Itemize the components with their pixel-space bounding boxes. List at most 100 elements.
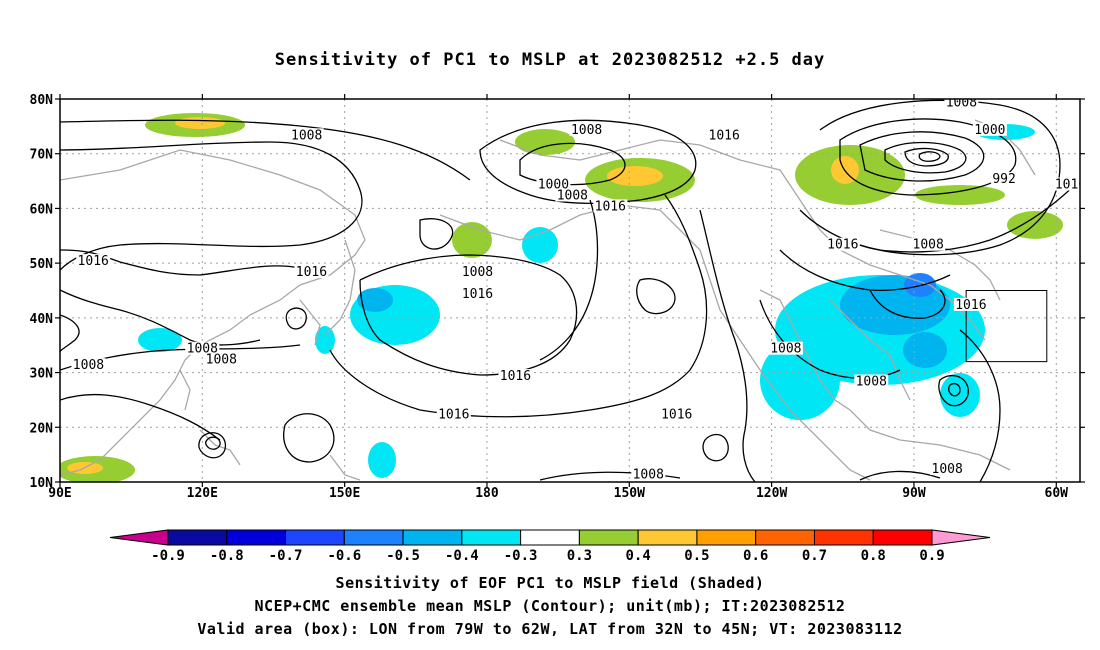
contour-label-bg	[768, 341, 803, 355]
lat-label: 80N	[30, 93, 54, 108]
caption-line-1: Sensitivity of EOF PC1 to MSLP field (Sh…	[335, 574, 765, 592]
contour-label: 1008	[856, 375, 887, 390]
lat-label: 70N	[30, 148, 54, 163]
contour-label: 1008	[462, 265, 493, 280]
contour-label: 1016	[78, 254, 109, 269]
colorbar-segment	[813, 529, 874, 546]
colorbar-label: -0.9	[151, 548, 185, 564]
contour-label: 1016	[462, 287, 493, 302]
colorbar-segment	[285, 529, 345, 546]
contour-label: 1000	[974, 123, 1005, 138]
contour-label-bg	[854, 374, 889, 388]
colorbar-label: -0.8	[210, 548, 244, 564]
colorbar-segment	[520, 529, 580, 546]
caption-line-2: NCEP+CMC ensemble mean MSLP (Contour); u…	[254, 597, 846, 615]
lon-label: 90E	[48, 486, 71, 501]
colorbar-segment	[167, 529, 228, 546]
lon-axis-labels: 90E 120E 150E 180 150W 120W 90W 60W	[48, 486, 1068, 501]
map-frame	[59, 98, 1081, 483]
sensitivity-shading	[60, 113, 1063, 482]
contour-label: 992	[992, 172, 1015, 187]
contour-label-bg	[991, 172, 1018, 186]
colorbar-label: 0.9	[919, 548, 944, 564]
colorbar-label: -0.5	[386, 548, 420, 564]
lat-label: 50N	[30, 257, 54, 272]
lat-axis-labels: 80N 70N 60N 50N 40N 30N 20N 10N	[30, 93, 54, 491]
contour-label-bg	[972, 122, 1007, 136]
colorbar	[109, 529, 991, 546]
contour-label: 1008	[633, 468, 664, 483]
colorbar-segment	[226, 529, 287, 546]
lon-label: 150E	[329, 486, 360, 501]
contour-label: 1016	[296, 265, 327, 280]
colorbar-label: 0.6	[743, 548, 768, 564]
colorbar-label: 0.7	[802, 548, 827, 564]
contour-label-bg	[76, 254, 111, 268]
contour-label: 1016	[955, 298, 986, 313]
axis-ticks	[55, 94, 1085, 487]
colorbar-low-arrow	[109, 529, 169, 546]
contour-label: 1016	[827, 238, 858, 253]
colorbar-label: -0.4	[445, 548, 479, 564]
lat-label: 40N	[30, 312, 54, 327]
page-title: Sensitivity of PC1 to MSLP at 2023082512…	[274, 50, 826, 70]
colorbar-segment	[872, 529, 933, 546]
colorbar-label: -0.6	[327, 548, 361, 564]
colorbar-segment	[755, 529, 815, 546]
contour-label-bg	[944, 99, 979, 109]
colorbar-label: 0.3	[567, 548, 592, 564]
contour-label-bg	[555, 188, 590, 202]
lon-label: 90W	[902, 486, 926, 501]
grid-lines	[60, 99, 1080, 482]
lat-label: 30N	[30, 367, 54, 382]
colorbar-segment	[696, 529, 757, 546]
contour-label-bg	[460, 286, 495, 300]
colorbar-high-arrow	[931, 529, 991, 546]
contour-label-bg	[930, 462, 965, 476]
valid-area-box	[965, 290, 1048, 363]
colorbar-label: -0.3	[504, 548, 538, 564]
lat-label: 60N	[30, 202, 54, 217]
contour-label-bg	[953, 297, 988, 311]
colorbar-labels: -0.9 -0.8 -0.7 -0.6 -0.5 -0.4 -0.3 0.3 0.4 0.5 0.6…	[151, 548, 945, 564]
contour-label: 1016	[709, 128, 740, 143]
lon-label: 180	[475, 486, 499, 501]
caption-line-3: Valid area (box): LON from 79W to 62W, L…	[197, 620, 903, 638]
colorbar-label: 0.8	[861, 548, 886, 564]
colorbar-label: 0.5	[684, 548, 709, 564]
contour-label: 1016	[500, 369, 531, 384]
contour-label-bg	[911, 237, 946, 251]
contour-label-bg	[569, 122, 604, 136]
contour-label-bg	[289, 128, 324, 142]
contour-label-bg	[1053, 177, 1080, 191]
contour-label: 1008	[291, 128, 322, 143]
lat-label: 20N	[30, 421, 54, 436]
contour-label: 1008	[913, 238, 944, 253]
contour-label: 1008	[206, 353, 237, 368]
contour-label-bg	[536, 177, 571, 191]
contour-label: 1016	[595, 199, 626, 214]
colorbar-segment	[343, 529, 404, 546]
colorbar-segment	[402, 529, 463, 546]
contour-label: 1016	[661, 407, 692, 422]
lon-label: 120E	[187, 486, 218, 501]
contour-label-bg	[204, 352, 239, 366]
contour-label: 1008	[932, 462, 963, 477]
contour-label: 1008	[571, 123, 602, 138]
lon-label: 150W	[614, 486, 645, 501]
colorbar-label: 0.4	[626, 548, 651, 564]
contour-label: 1008	[946, 95, 977, 110]
contour-label: 1008	[557, 188, 588, 203]
contour-label: 1008	[770, 342, 801, 357]
contour-label-bg	[294, 265, 329, 279]
contour-label: 1016	[1055, 178, 1086, 193]
contour-label-bg	[436, 407, 471, 421]
colorbar-segment	[461, 529, 522, 546]
lon-label: 60W	[1045, 486, 1069, 501]
contour-label-bg	[71, 358, 106, 372]
lat-label: 10N	[30, 476, 54, 491]
contour-label-bg	[659, 407, 694, 421]
contour-label-bg	[498, 369, 533, 383]
